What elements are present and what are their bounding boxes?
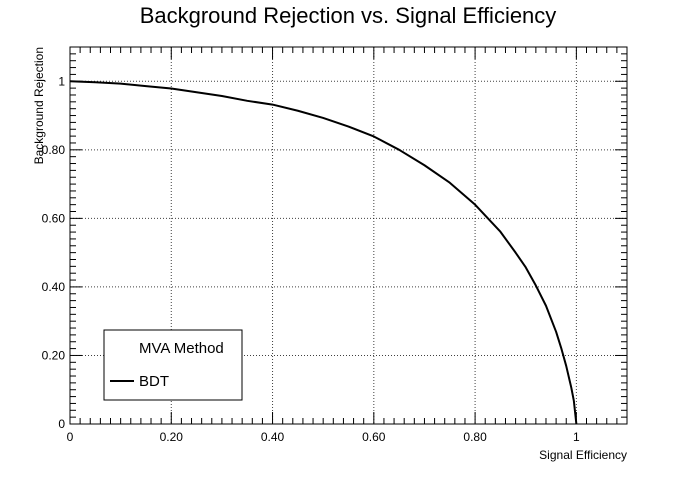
x-tick-label-4: 0.80 <box>463 430 487 444</box>
legend: MVA Method BDT <box>103 329 243 401</box>
y-tick-label-2: 0.40 <box>42 280 66 294</box>
legend-box <box>103 329 243 401</box>
y-tick-label-4: 0.80 <box>42 143 66 157</box>
axis-ticks <box>69 46 628 425</box>
y-tick-label-3: 0.60 <box>42 211 66 225</box>
y-tick-label-5: 1 <box>58 74 65 88</box>
plot-frame <box>69 46 628 425</box>
legend-label-bdt: BDT <box>139 373 169 390</box>
x-tick-label-0: 0 <box>67 430 74 444</box>
y-tick-label-0: 0 <box>58 417 65 431</box>
series-layer <box>69 80 578 425</box>
plot-frame-rect <box>69 46 628 425</box>
y-tick-label-1: 0.20 <box>42 348 66 362</box>
x-tick-label-3: 0.60 <box>362 430 386 444</box>
legend-title: MVA Method <box>139 340 224 357</box>
x-tick-label-5: 1 <box>573 430 580 444</box>
chart-title: Background Rejection vs. Signal Efficien… <box>140 3 557 28</box>
x-tick-label-2: 0.40 <box>261 430 285 444</box>
y-axis-label: Background Rejection <box>32 47 46 164</box>
x-axis-label: Signal Efficiency <box>539 448 627 462</box>
x-tick-label-1: 0.20 <box>160 430 184 444</box>
tick-labels: 0 0.20 0.40 0.60 0.80 1 0 0.20 0.40 0.60 0.80 1 <box>42 74 580 444</box>
series-line-bdt <box>69 80 578 425</box>
